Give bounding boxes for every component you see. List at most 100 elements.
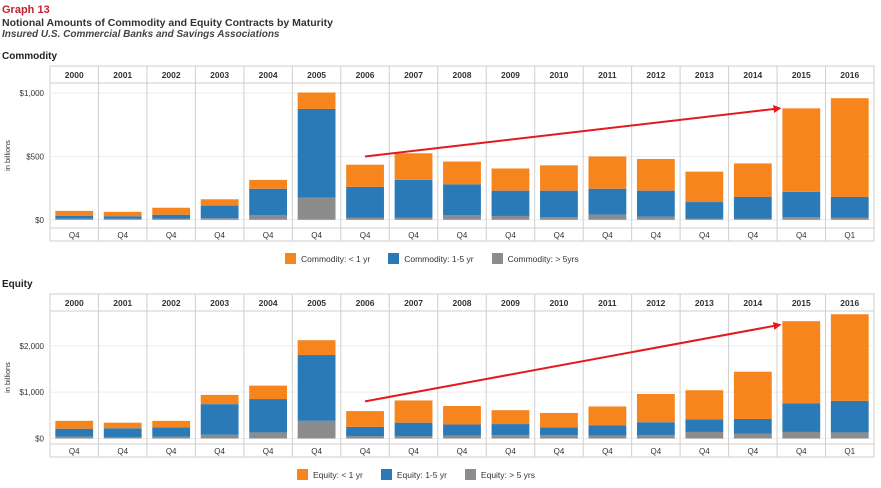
- commodity-bar-lt1: [55, 210, 94, 216]
- equity-year-label: 2007: [404, 298, 423, 308]
- commodity-bar-gt5: [685, 218, 724, 220]
- legend-swatch-blue: [388, 253, 400, 264]
- equity-trend-arrow: [364, 322, 782, 403]
- equity-bar-lt1: [394, 400, 433, 423]
- commodity-bar-gt5: [540, 217, 578, 220]
- commodity-quarter-label: Q4: [214, 231, 225, 240]
- equity-bar-lt1: [249, 385, 288, 400]
- commodity-year-label: 2002: [162, 70, 181, 80]
- equity-quarter-label: Q4: [360, 447, 371, 456]
- legend-item-equity-gt5: Equity: > 5 yrs: [464, 469, 536, 480]
- legend-label: Equity: > 5 yrs: [480, 469, 536, 480]
- equity-year-label: 2009: [501, 298, 520, 308]
- commodity-quarter-label: Q4: [796, 231, 807, 240]
- commodity-bar-lt1: [782, 108, 821, 192]
- equity-bar-gt5: [588, 435, 627, 439]
- equity-panel-title: Equity: [2, 279, 33, 290]
- legend-label: Commodity: > 5yrs: [507, 253, 579, 264]
- commodity-year-label: 2006: [356, 70, 375, 80]
- commodity-bar-y1to5: [394, 179, 433, 218]
- commodity-quarter-label: Q4: [166, 231, 177, 240]
- commodity-bar-gt5: [491, 215, 530, 220]
- equity-bar-lt1: [152, 420, 191, 428]
- commodity-quarter-label: Q4: [554, 231, 565, 240]
- equity-bar-lt1: [443, 406, 481, 425]
- commodity-bar-lt1: [346, 164, 384, 187]
- equity-bar-y1to5: [394, 422, 433, 437]
- equity-year-label: 2014: [743, 298, 762, 308]
- graph-number: Graph 13: [2, 4, 50, 16]
- commodity-year-label: 2015: [792, 70, 811, 80]
- commodity-bar-y1to5: [152, 214, 191, 219]
- commodity-quarter-label: Q4: [69, 231, 80, 240]
- commodity-bar-lt1: [830, 98, 869, 197]
- legend-swatch-blue: [380, 469, 392, 480]
- equity-bar-y1to5: [636, 422, 675, 436]
- commodity-bar-lt1: [394, 153, 433, 180]
- equity-bar-y1to5: [491, 424, 530, 436]
- equity-quarter-label: Q4: [699, 447, 710, 456]
- equity-year-label: 2010: [549, 298, 568, 308]
- equity-bar-lt1: [685, 390, 724, 420]
- commodity-year-label: 2005: [307, 70, 326, 80]
- commodity-bar-y1to5: [685, 202, 724, 219]
- commodity-bar-y1to5: [200, 205, 239, 219]
- equity-year-label: 2006: [356, 298, 375, 308]
- equity-bar-gt5: [540, 435, 578, 439]
- commodity-bar-y1to5: [588, 188, 627, 215]
- commodity-quarter-label: Q1: [844, 231, 855, 240]
- legend-item-equity-1to5: Equity: 1-5 yr: [380, 469, 447, 480]
- commodity-bar-gt5: [55, 218, 94, 220]
- commodity-year-label: 2000: [65, 70, 84, 80]
- commodity-quarter-label: Q4: [117, 231, 128, 240]
- commodity-bar-y1to5: [249, 188, 288, 216]
- equity-quarter-label: Q4: [796, 447, 807, 456]
- commodity-year-label: 2016: [840, 70, 859, 80]
- commodity-bar-gt5: [733, 218, 772, 220]
- equity-bar-y1to5: [588, 425, 627, 436]
- legend-item-commodity-1to5: Commodity: 1-5 yr: [388, 253, 474, 264]
- commodity-year-label: 2010: [549, 70, 568, 80]
- commodity-year-label: 2011: [598, 70, 617, 80]
- equity-bar-gt5: [733, 433, 772, 439]
- commodity-y-tick-label: $0: [35, 216, 44, 225]
- commodity-bar-gt5: [249, 215, 288, 220]
- commodity-bar-y1to5: [491, 190, 530, 216]
- commodity-quarter-label: Q4: [408, 231, 419, 240]
- legend-swatch-gray: [464, 469, 476, 480]
- legend-item-commodity-lt1: Commodity: < 1 yr: [285, 253, 370, 264]
- commodity-quarter-label: Q4: [457, 231, 468, 240]
- legend-swatch-orange: [285, 253, 296, 264]
- commodity-year-label: 2003: [210, 70, 229, 80]
- equity-year-label: 2015: [792, 298, 811, 308]
- legend-label: Equity: 1-5 yr: [396, 469, 447, 480]
- equity-quarter-label: Q4: [457, 447, 468, 456]
- commodity-bar-gt5: [200, 218, 239, 220]
- commodity-bar-y1to5: [830, 196, 869, 218]
- commodity-year-label: 2014: [743, 70, 762, 80]
- commodity-bar-gt5: [782, 217, 821, 220]
- commodity-frame: [49, 65, 875, 242]
- equity-legend: Equity: < 1 yr Equity: 1-5 yr Equity: > …: [297, 469, 535, 480]
- commodity-bar-lt1: [443, 161, 481, 185]
- commodity-year-label: 2012: [646, 70, 665, 80]
- commodity-quarter-label: Q4: [699, 231, 710, 240]
- equity-bar-lt1: [103, 422, 142, 429]
- commodity-bar-gt5: [443, 215, 481, 220]
- equity-quarter-label: Q4: [311, 447, 322, 456]
- equity-quarter-label: Q4: [554, 447, 565, 456]
- commodity-bar-gt5: [103, 218, 142, 220]
- equity-quarter-label: Q4: [117, 447, 128, 456]
- legend-swatch-gray: [491, 253, 503, 264]
- chart-subtitle: Insured U.S. Commercial Banks and Saving…: [2, 29, 280, 40]
- legend-label: Commodity: < 1 yr: [301, 253, 371, 264]
- commodity-bar-lt1: [200, 199, 239, 206]
- commodity-panel-title: Commodity: [2, 51, 57, 62]
- equity-year-label: 2011: [598, 298, 617, 308]
- equity-bar-y1to5: [782, 403, 821, 432]
- commodity-year-label: 2001: [113, 70, 132, 80]
- equity-bar-gt5: [636, 435, 675, 439]
- equity-bar-gt5: [200, 434, 239, 439]
- equity-bar-y1to5: [249, 399, 288, 433]
- commodity-bar-gt5: [636, 216, 675, 220]
